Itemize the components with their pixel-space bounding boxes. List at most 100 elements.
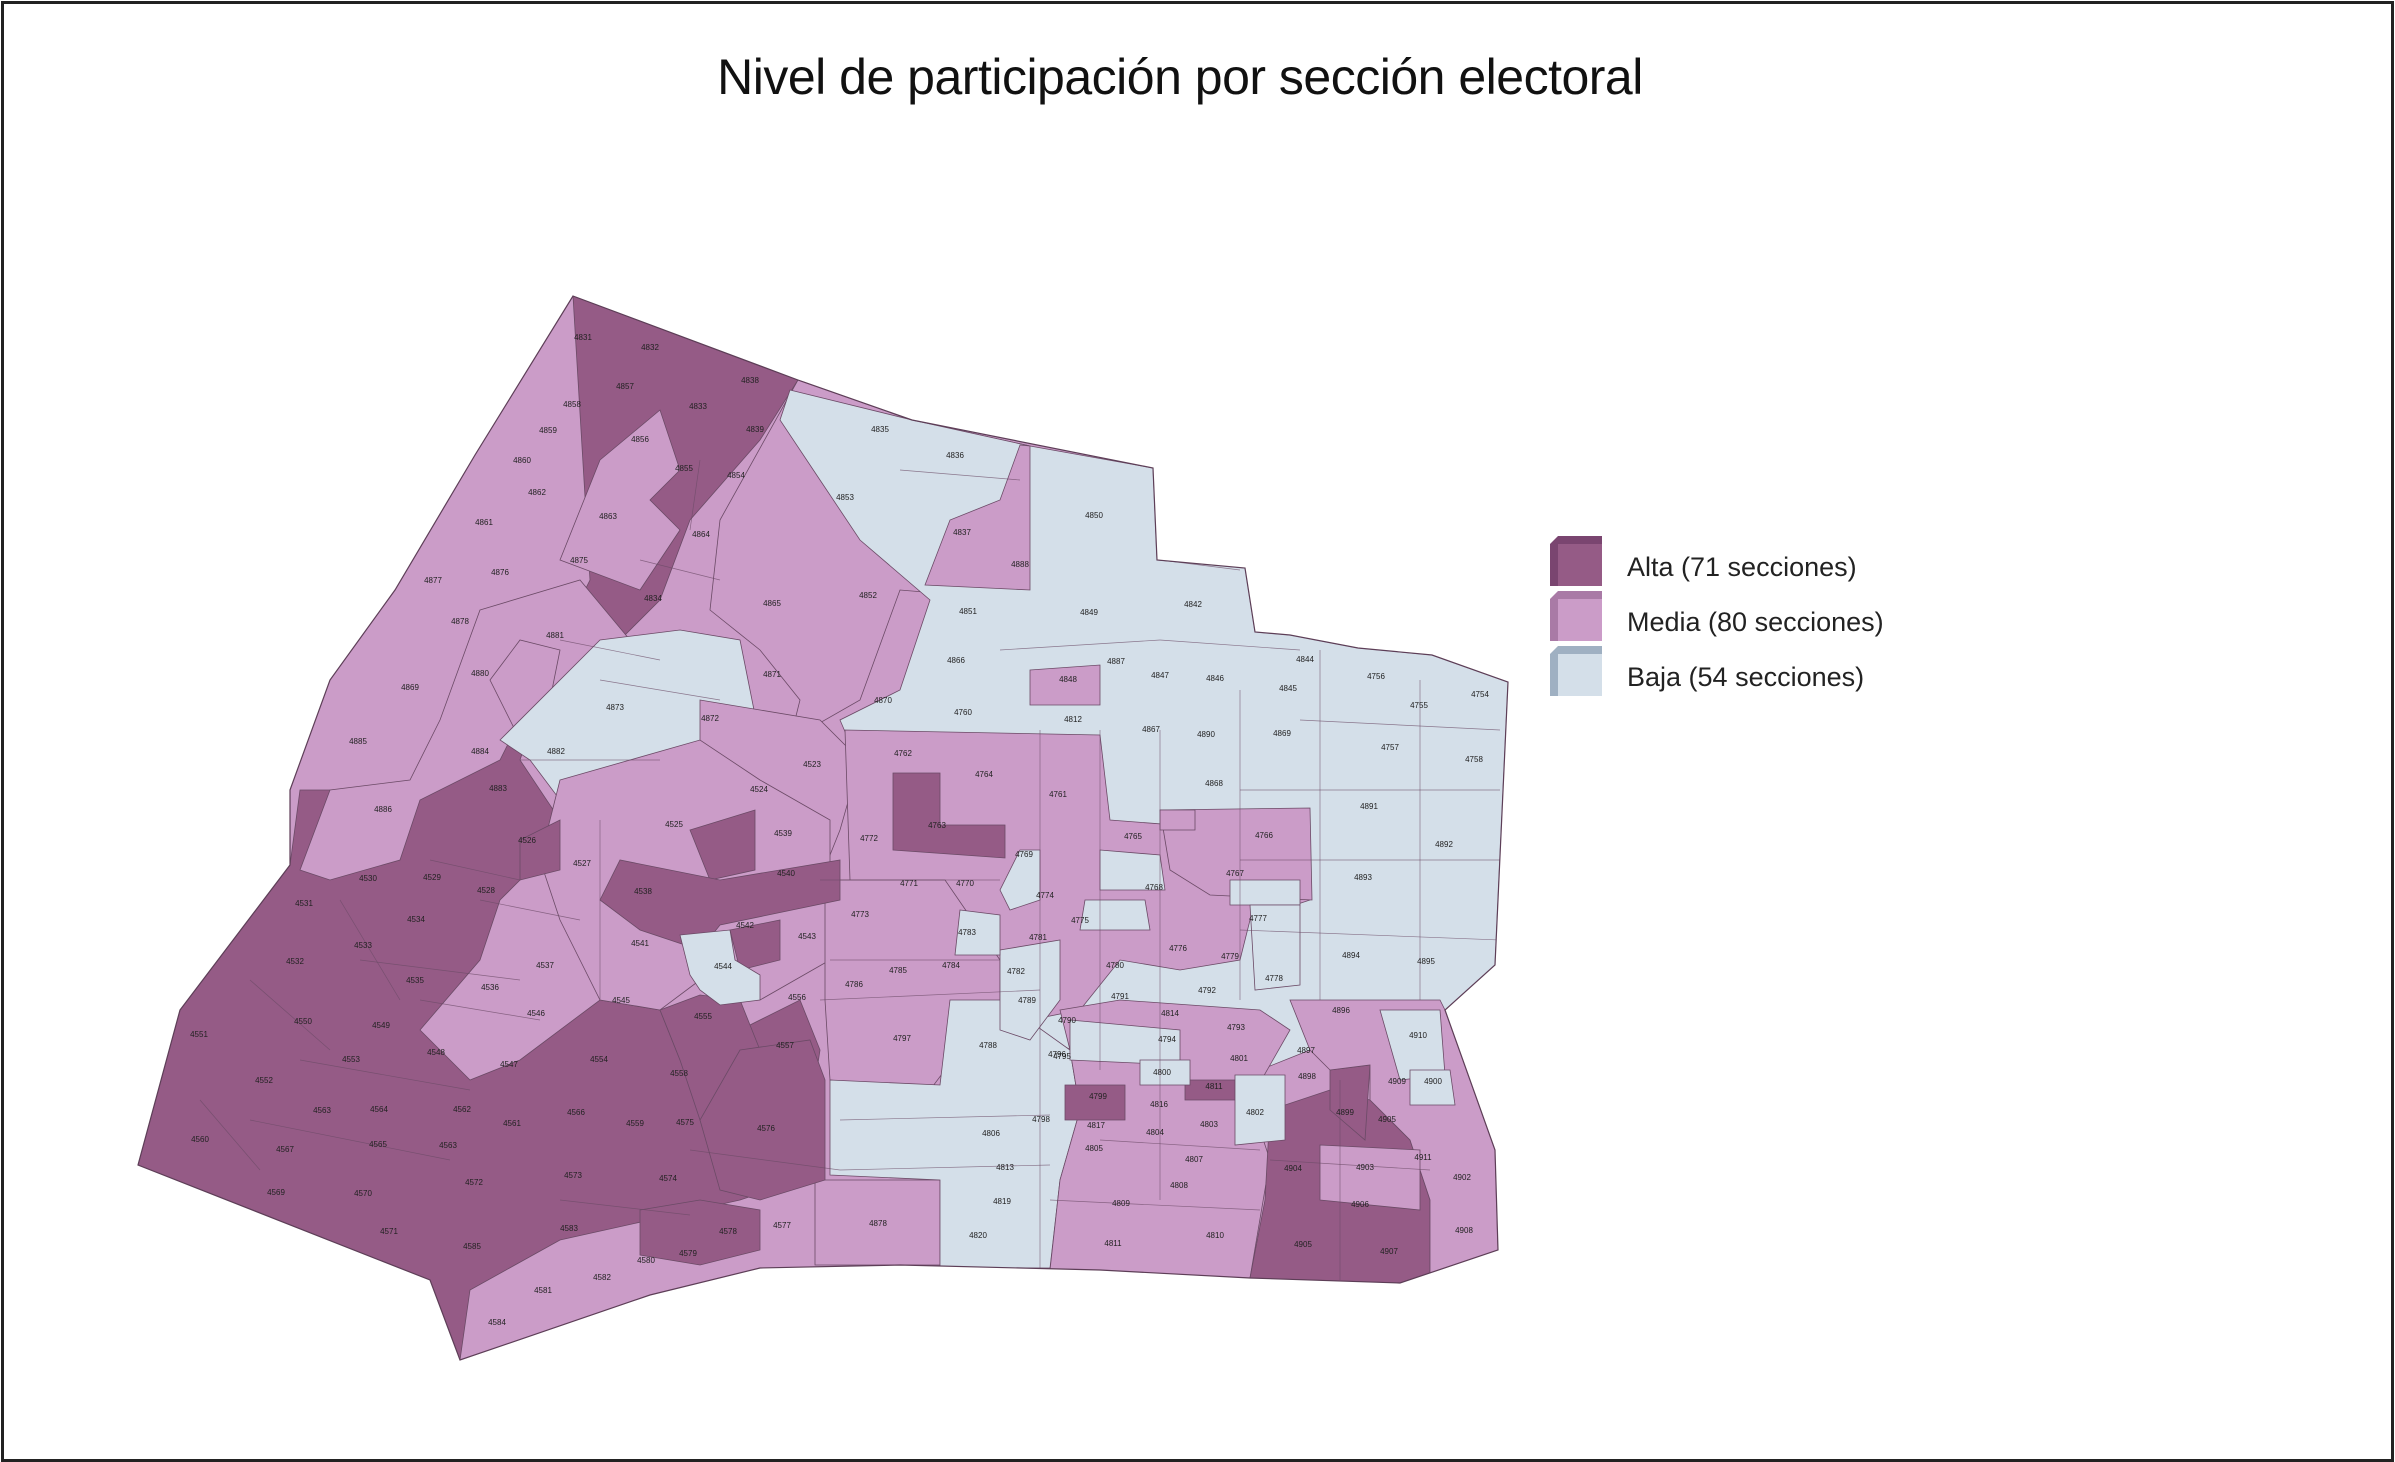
section-label-4831: 4831 — [574, 333, 592, 342]
section-label-4860: 4860 — [513, 456, 531, 465]
map-title: Nivel de participación por sección elect… — [717, 49, 1643, 105]
section-label-4539: 4539 — [774, 829, 792, 838]
section-label-4871: 4871 — [763, 670, 781, 679]
section-label-4906: 4906 — [1351, 1200, 1369, 1209]
section-label-4529: 4529 — [423, 873, 441, 882]
section-label-4534: 4534 — [407, 915, 425, 924]
section-label-4853: 4853 — [836, 493, 854, 502]
section-label-4858: 4858 — [563, 400, 581, 409]
section-label-4778: 4778 — [1265, 974, 1283, 983]
section-label-4894: 4894 — [1342, 951, 1360, 960]
section-label-4895: 4895 — [1417, 957, 1435, 966]
section-label-4581: 4581 — [534, 1286, 552, 1295]
section-label-4798: 4798 — [1032, 1115, 1050, 1124]
section-label-4883: 4883 — [489, 784, 507, 793]
legend-swatch-baja-icon — [1550, 646, 1602, 696]
section-label-4528: 4528 — [477, 886, 495, 895]
section-boundary — [1049, 1199, 1261, 1211]
section-label-4772: 4772 — [860, 834, 878, 843]
section-label-4885: 4885 — [349, 737, 367, 746]
section-label-4763: 4763 — [928, 821, 946, 830]
section-label-4769: 4769 — [1015, 850, 1033, 859]
section-label-4764: 4764 — [975, 770, 993, 779]
section-label-4854: 4854 — [727, 471, 745, 480]
section-label-4776: 4776 — [1169, 944, 1187, 953]
section-label-4774: 4774 — [1036, 891, 1054, 900]
section-label-4567: 4567 — [276, 1145, 294, 1154]
section-label-4784: 4784 — [942, 961, 960, 970]
section-label-4782: 4782 — [1007, 967, 1025, 976]
section-label-4549: 4549 — [372, 1021, 390, 1030]
section-label-4892: 4892 — [1435, 840, 1453, 849]
section-label-4777: 4777 — [1249, 914, 1267, 923]
section-boundary — [1239, 929, 1501, 941]
section-label-4560: 4560 — [191, 1135, 209, 1144]
section-label-4574: 4574 — [659, 1174, 677, 1183]
section-label-4765: 4765 — [1124, 832, 1142, 841]
section-label-4527: 4527 — [573, 859, 591, 868]
section-boundary — [419, 999, 541, 1021]
section-zone-alta-22 — [1064, 1084, 1126, 1121]
section-label-4890: 4890 — [1197, 730, 1215, 739]
section-label-4803: 4803 — [1200, 1120, 1218, 1129]
section-label-4570: 4570 — [354, 1189, 372, 1198]
section-label-4576: 4576 — [757, 1124, 775, 1133]
section-label-4566: 4566 — [567, 1108, 585, 1117]
section-label-4584: 4584 — [488, 1318, 506, 1327]
section-label-4788: 4788 — [979, 1041, 997, 1050]
section-label-4880: 4880 — [471, 669, 489, 678]
section-label-4807: 4807 — [1185, 1155, 1203, 1164]
section-label-4852: 4852 — [859, 591, 877, 600]
section-label-4768: 4768 — [1145, 883, 1163, 892]
section-label-4545: 4545 — [612, 996, 630, 1005]
section-label-4811: 4811 — [1104, 1239, 1122, 1248]
section-boundary — [299, 1059, 471, 1091]
section-label-4573: 4573 — [564, 1171, 582, 1180]
section-label-4563: 4563 — [439, 1141, 457, 1150]
section-zone-media-45 — [1159, 809, 1196, 831]
section-label-4536: 4536 — [481, 983, 499, 992]
section-label-4779: 4779 — [1221, 952, 1239, 961]
section-label-4799: 4799 — [1089, 1092, 1107, 1101]
section-zone-alta-30 — [639, 1199, 761, 1266]
section-zone-media-2 — [559, 409, 681, 591]
section-label-4565: 4565 — [369, 1140, 387, 1149]
section-label-4905: 4905 — [1294, 1240, 1312, 1249]
section-label-4790: 4790 — [1058, 1016, 1076, 1025]
legend-label-media: Media (80 secciones) — [1627, 607, 1884, 637]
section-label-4855: 4855 — [675, 464, 693, 473]
section-label-4585: 4585 — [463, 1242, 481, 1251]
section-label-4848: 4848 — [1059, 675, 1077, 684]
section-label-4866: 4866 — [947, 656, 965, 665]
section-label-4795: 4795 — [1053, 1052, 1071, 1061]
section-boundary — [1299, 719, 1501, 731]
section-label-4820: 4820 — [969, 1231, 987, 1240]
section-boundary — [689, 1149, 841, 1171]
section-label-4569: 4569 — [267, 1188, 285, 1197]
section-label-4812: 4812 — [1064, 715, 1082, 724]
section-label-4578: 4578 — [719, 1227, 737, 1236]
section-label-4804: 4804 — [1146, 1128, 1164, 1137]
section-label-4801: 4801 — [1230, 1054, 1248, 1063]
section-label-4911: 4911 — [1414, 1153, 1432, 1162]
section-label-4898: 4898 — [1298, 1072, 1316, 1081]
section-label-4557: 4557 — [776, 1041, 794, 1050]
section-label-4878: 4878 — [451, 617, 469, 626]
section-label-4554: 4554 — [590, 1055, 608, 1064]
section-label-4547: 4547 — [500, 1060, 518, 1069]
section-label-4834: 4834 — [644, 594, 662, 603]
section-label-4816: 4816 — [1150, 1100, 1168, 1109]
section-zone-media-44 — [1029, 664, 1101, 706]
section-boundary — [339, 899, 401, 1001]
section-label-4767: 4767 — [1226, 869, 1244, 878]
section-zone-alta-24 — [689, 809, 756, 881]
section-boundary — [599, 679, 721, 701]
section-label-4805: 4805 — [1085, 1144, 1103, 1153]
section-zone-media-21 — [1319, 1144, 1421, 1211]
section-label-4893: 4893 — [1354, 873, 1372, 882]
section-label-4867: 4867 — [1142, 725, 1160, 734]
section-boundary — [249, 979, 331, 1051]
section-label-4817: 4817 — [1087, 1121, 1105, 1130]
section-label-4868: 4868 — [1205, 779, 1223, 788]
section-label-4531: 4531 — [295, 899, 313, 908]
